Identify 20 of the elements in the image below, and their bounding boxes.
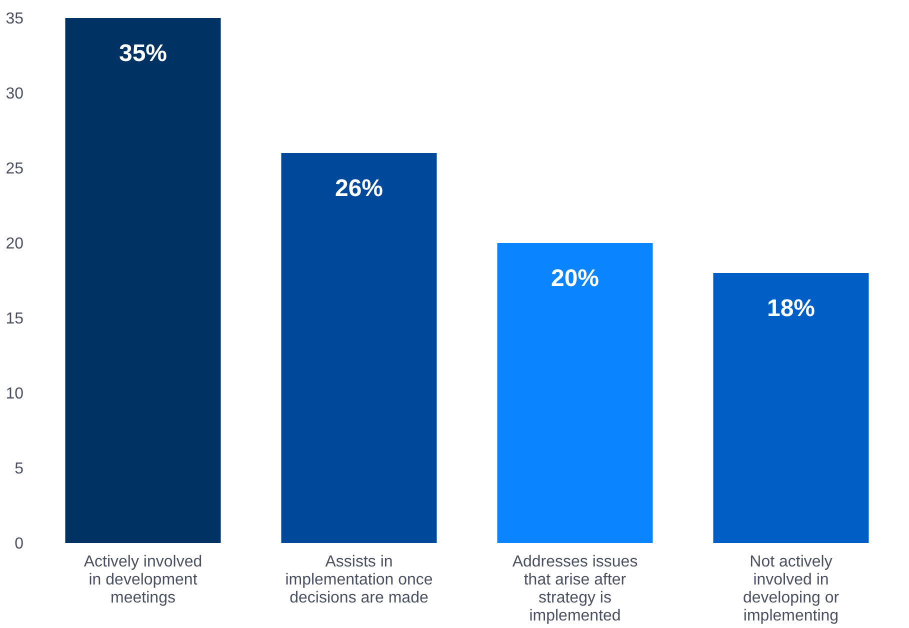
y-tick-label: 5 <box>14 460 24 478</box>
x-tick-label: Assists in implementation once decisions are made <box>285 554 433 606</box>
data-label: 20% <box>550 265 600 292</box>
bar <box>713 273 869 543</box>
data-label: 18% <box>766 295 816 322</box>
x-tick-label: Addresses issues that arise after strategy is implemented <box>512 554 638 624</box>
y-tick-label: 20 <box>6 236 24 252</box>
y-tick-label: 25 <box>6 160 24 178</box>
y-tick-label: 30 <box>6 86 24 102</box>
data-label: 35% <box>118 40 168 67</box>
bar <box>65 18 221 543</box>
y-tick-label: 10 <box>6 386 24 402</box>
y-tick-label: 35 <box>6 10 24 28</box>
y-tick-label: 0 <box>14 536 24 552</box>
x-tick-label: Not actively involved in developing or implementing <box>742 554 840 624</box>
data-label: 26% <box>334 175 384 202</box>
x-tick-label: Actively involved in development meetings <box>84 554 202 606</box>
bar <box>281 153 437 543</box>
y-tick-label: 15 <box>6 310 24 328</box>
bar <box>497 243 653 543</box>
